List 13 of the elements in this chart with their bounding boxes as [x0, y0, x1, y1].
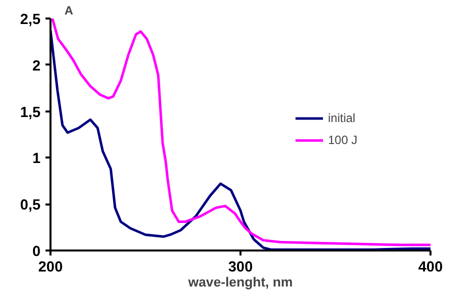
- legend-label: initial: [328, 111, 356, 125]
- x-tick-label: 400: [418, 260, 443, 276]
- y-tick-label: 0: [32, 244, 41, 260]
- y-tick-label: 0,5: [20, 198, 40, 214]
- y-tick-label: 2: [32, 58, 41, 74]
- y-tick-label: 1,5: [20, 104, 40, 121]
- x-axis-title: wave-lenght, nm: [187, 274, 293, 290]
- x-tick-label: 200: [38, 260, 63, 276]
- y-axis-title: A: [64, 4, 74, 18]
- y-tick-label: 1: [32, 151, 41, 168]
- y-tick-label: 2,5: [20, 12, 40, 28]
- x-tick-label: 300: [228, 260, 253, 276]
- legend-label: 100 J: [328, 133, 358, 147]
